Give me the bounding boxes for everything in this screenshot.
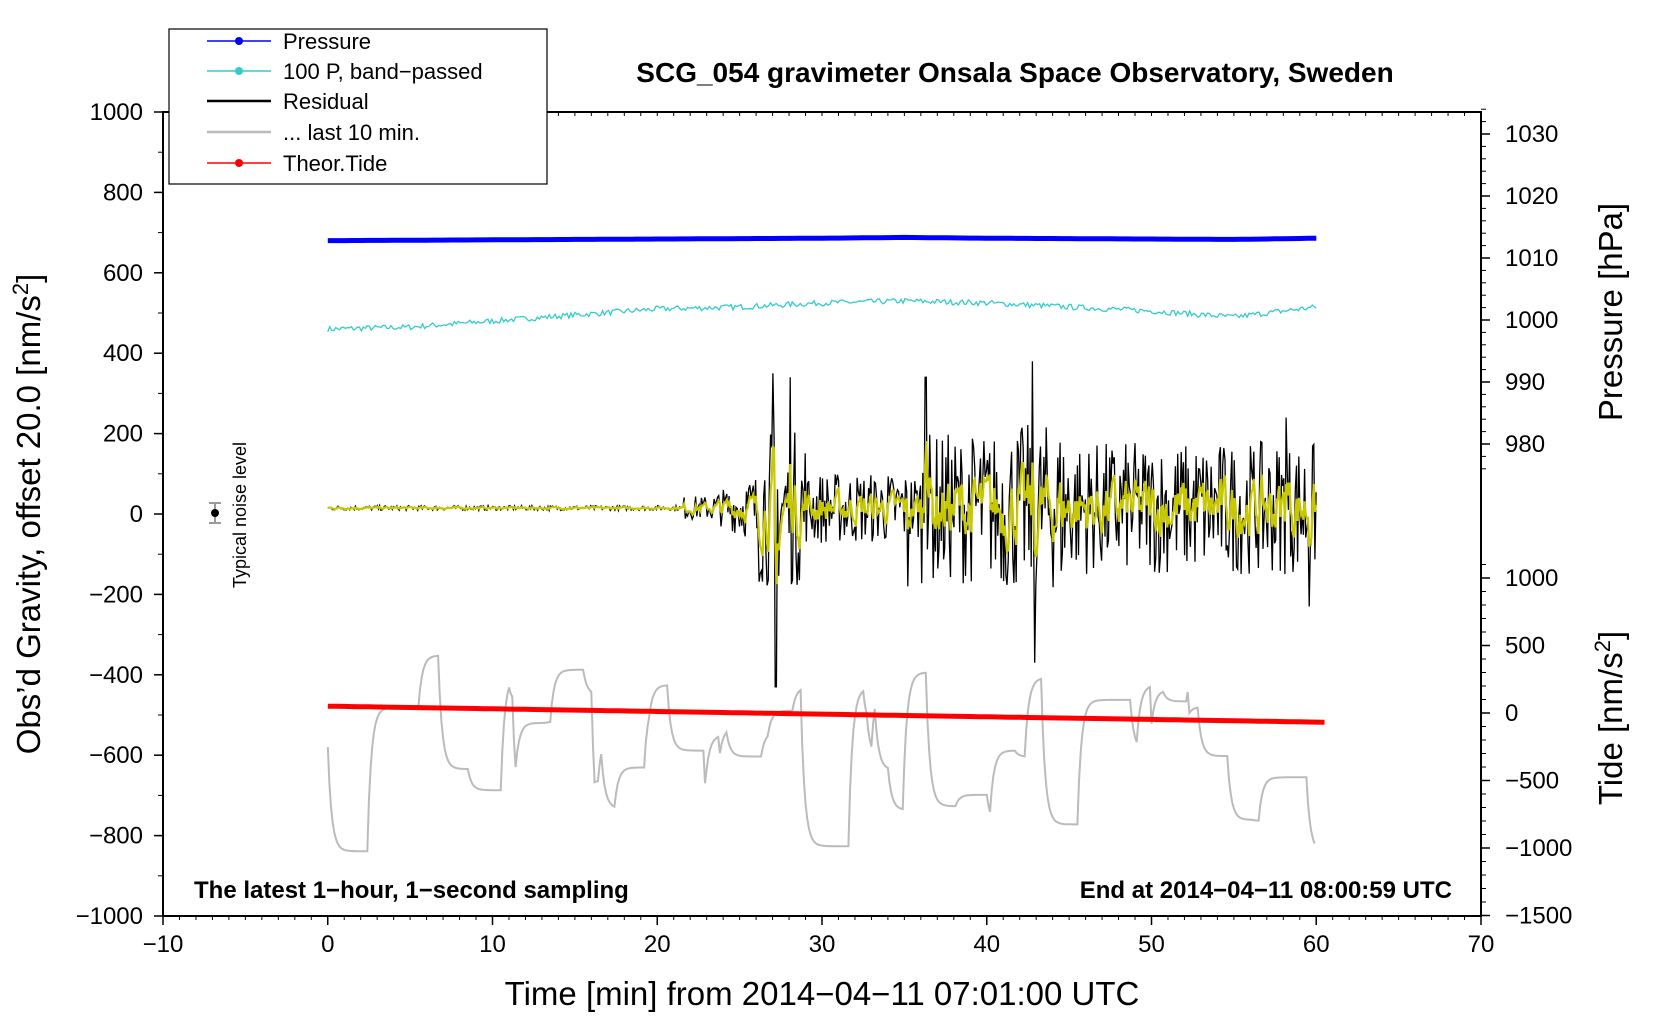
noise-level-marker — [209, 502, 221, 524]
tide-tick-label: −1500 — [1505, 903, 1572, 930]
pressure-tick-label: 1020 — [1505, 183, 1558, 210]
y-tick-label: 800 — [103, 179, 143, 206]
legend-box — [168, 28, 548, 185]
y-axis-ticks: −1000 −800 −600 −400 −200 0 200 400 600 800 1000 — [76, 99, 163, 930]
legend-item-pressure-bandpassed: 100 P, band−passed — [207, 59, 483, 84]
pressure-tick-label: 1030 — [1505, 121, 1558, 148]
legend-item-theor-tide: Theor.Tide — [207, 151, 387, 176]
x-tick-label: 10 — [479, 931, 506, 958]
pressure-tick-label: 1000 — [1505, 307, 1558, 334]
x-axis-label: Time [min] from 2014−04−11 07:01:00 UTC — [505, 975, 1140, 1012]
series-pressure — [327, 234, 1317, 244]
legend-label: 100 P, band−passed — [283, 59, 483, 84]
tide-tick-label: 0 — [1505, 700, 1518, 727]
annotation-right: End at 2014−04−11 08:00:59 UTC — [1080, 877, 1452, 904]
pressure-tick-label: 990 — [1505, 369, 1545, 396]
tide-tick-label: 500 — [1505, 633, 1545, 660]
y-tick-label: −400 — [89, 662, 143, 689]
y-tick-label: 0 — [130, 501, 143, 528]
annotation-left: The latest 1−hour, 1−second sampling — [194, 877, 629, 904]
x-axis-ticks: −10 0 10 20 30 40 50 60 70 — [143, 112, 1495, 958]
y-tick-label: −800 — [89, 823, 143, 850]
tide-tick-label: −500 — [1505, 768, 1559, 795]
legend-item-residual: Residual — [207, 89, 369, 114]
y-axis-label-left: Obs’d Gravity, offset 20.0 [nm/s2] — [8, 274, 47, 755]
y-tick-label: −1000 — [76, 903, 143, 930]
legend-label: Pressure — [283, 29, 371, 54]
legend-label: Theor.Tide — [283, 151, 387, 176]
x-tick-label: −10 — [143, 931, 184, 958]
series-theoretical-tide — [327, 703, 1325, 725]
x-tick-label: 70 — [1468, 931, 1495, 958]
x-tick-label: 30 — [809, 931, 836, 958]
series-last-10-min-gray — [326, 654, 1316, 853]
y-axis-label-tide: Tide [nm/s2] — [1590, 631, 1629, 805]
x-tick-label: 60 — [1303, 931, 1330, 958]
tide-tick-label: 1000 — [1505, 565, 1558, 592]
y-tick-label: −200 — [89, 581, 143, 608]
tide-axis-ticks: −1500 −1000 −500 0 500 1000 — [1481, 564, 1572, 930]
y-tick-label: 400 — [103, 340, 143, 367]
y-tick-label: 1000 — [90, 99, 143, 126]
legend-label: ... last 10 min. — [283, 120, 420, 145]
x-tick-label: 40 — [973, 931, 1000, 958]
legend-label: Residual — [283, 89, 369, 114]
pressure-tick-label: 1010 — [1505, 245, 1558, 272]
x-tick-label: 50 — [1138, 931, 1165, 958]
legend: Pressure 100 P, band−passed Residual ...… — [168, 28, 548, 185]
y-tick-label: −600 — [89, 742, 143, 769]
y-tick-label: 600 — [103, 260, 143, 287]
tide-tick-label: −1000 — [1505, 835, 1572, 862]
x-tick-label: 20 — [644, 931, 671, 958]
noise-level-label: Typical noise level — [230, 442, 250, 588]
legend-item-last-10-min: ... last 10 min. — [207, 120, 420, 145]
pressure-tick-label: 980 — [1505, 431, 1545, 458]
series-residual-filtered — [327, 441, 1318, 585]
chart-title: SCG_054 gravimeter Onsala Space Observat… — [636, 57, 1393, 88]
legend-item-pressure: Pressure — [207, 29, 371, 54]
pressure-axis-ticks: 980 990 1000 1010 1020 1030 — [1481, 108, 1558, 470]
x-tick-label: 0 — [321, 931, 334, 958]
y-axis-label-pressure: Pressure [hPa] — [1592, 203, 1629, 421]
y-tick-label: 200 — [103, 421, 143, 448]
series-pressure-bandpassed — [327, 297, 1317, 333]
